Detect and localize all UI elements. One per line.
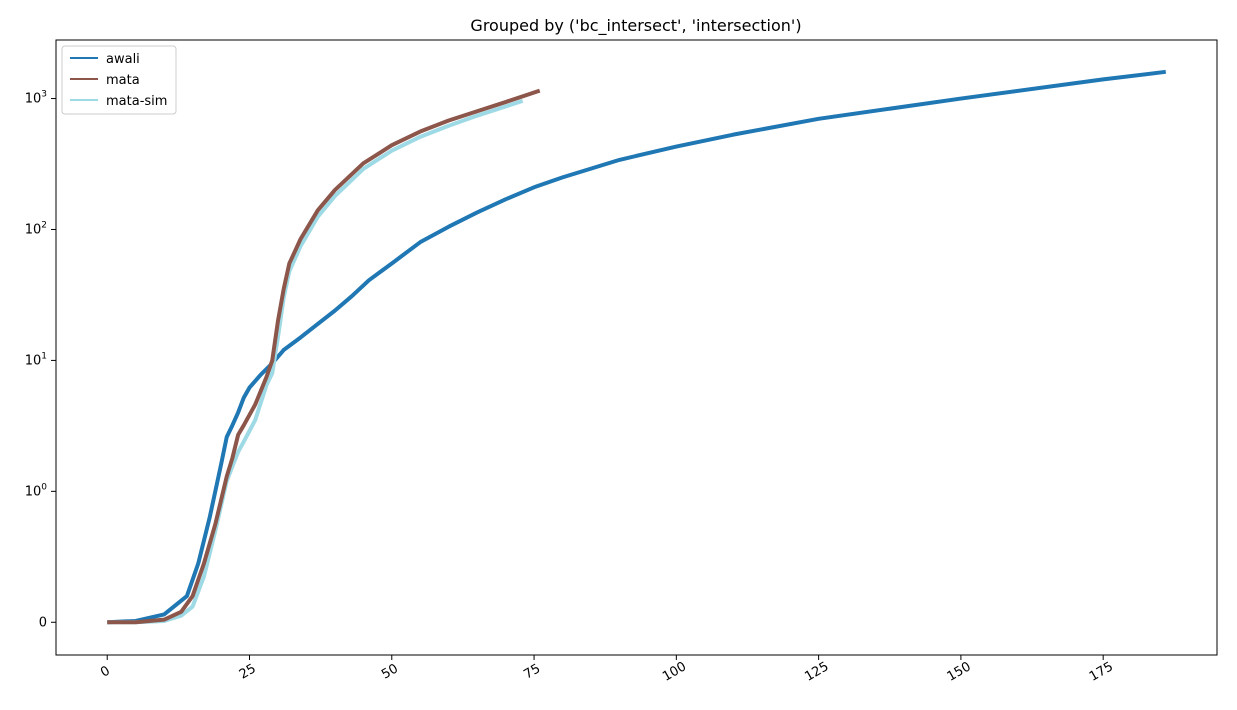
y-tick-label: 100 <box>25 482 48 499</box>
legend-box <box>61 45 177 115</box>
x-tick-label: 50 <box>379 661 401 682</box>
x-tick-label: 175 <box>1087 659 1116 684</box>
x-tick-label: 100 <box>660 659 689 684</box>
y-tick-label: 0 <box>39 615 47 630</box>
legend-label-mata: mata <box>106 73 140 88</box>
legend: awali mata mata-sim <box>61 45 177 115</box>
series-line-awali <box>107 69 1167 625</box>
y-tick-label: 102 <box>25 220 47 237</box>
chart-title: Grouped by ('bc_intersect', 'intersectio… <box>470 16 801 36</box>
plot-area: 0 25 50 75 100 125 150 175 0 100 101 102 103 <box>25 39 1218 685</box>
x-tick-label: 0 <box>98 663 113 680</box>
y-tick-label: 103 <box>25 90 47 107</box>
series-line-mata <box>107 88 541 625</box>
x-tick-label: 75 <box>521 661 543 682</box>
plot-frame <box>55 39 1218 656</box>
legend-label-awali: awali <box>106 52 140 67</box>
y-tick-label: 101 <box>25 351 47 368</box>
series-line-mata-sim <box>107 98 524 625</box>
y-axis: 0 100 101 102 103 <box>25 90 56 630</box>
x-tick-label: 25 <box>237 661 259 682</box>
series-layer <box>107 69 1167 625</box>
legend-label-mata-sim: mata-sim <box>106 94 167 109</box>
x-axis: 0 25 50 75 100 125 150 175 <box>98 655 1116 685</box>
x-tick-label: 125 <box>802 659 831 684</box>
x-tick-label: 150 <box>945 659 974 684</box>
